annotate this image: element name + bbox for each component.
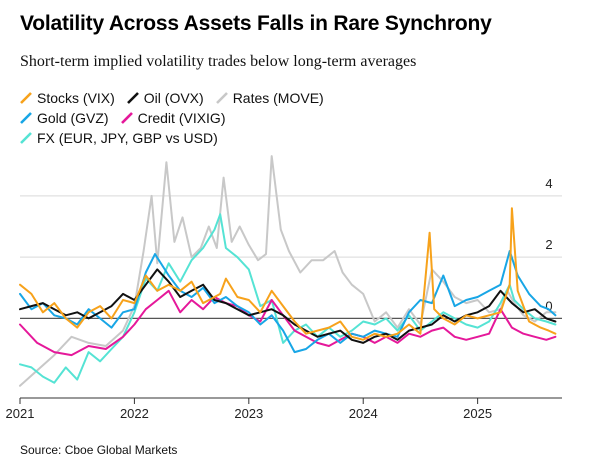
source-note: Source: Cboe Global Markets xyxy=(20,443,178,457)
chart-subtitle: Short-term implied volatility trades bel… xyxy=(20,53,417,70)
legend-swatch xyxy=(120,111,133,124)
chart-title: Volatility Across Assets Falls in Rare S… xyxy=(20,12,492,35)
legend: Stocks (VIX) Oil (OVX) Rates (MOVE) Gold (G… xyxy=(20,89,420,146)
series-line-rates-move xyxy=(19,155,557,387)
x-tick-label: 2025 xyxy=(463,406,492,421)
legend-swatch xyxy=(20,111,32,124)
y-tick-label: 2 xyxy=(545,237,552,252)
legend-item: Stocks (VIX) xyxy=(20,89,115,106)
legend-item: Rates (MOVE) xyxy=(215,89,324,106)
legend-label: Rates (MOVE) xyxy=(232,89,324,106)
x-tick-label: 2021 xyxy=(6,406,35,421)
legend-label: Gold (GVZ) xyxy=(37,109,109,126)
legend-item: FX (EUR, JPY, GBP vs USD) xyxy=(20,129,218,146)
x-tick-label: 2023 xyxy=(234,406,263,421)
series-line-credit-vixig xyxy=(19,289,557,357)
legend-item: Oil (OVX) xyxy=(126,89,204,106)
legend-swatch xyxy=(126,91,139,104)
series-line-fx-eur-jpy-gbp-vs-usd xyxy=(19,213,557,384)
legend-swatch xyxy=(20,91,32,104)
series-line-stocks-vix xyxy=(19,207,557,341)
legend-label: FX (EUR, JPY, GBP vs USD) xyxy=(37,129,218,146)
legend-swatch xyxy=(20,131,32,144)
y-tick-label: 4 xyxy=(545,176,552,191)
legend-item: Gold (GVZ) xyxy=(20,109,109,126)
x-tick-label: 2024 xyxy=(349,406,378,421)
x-tick-label: 2022 xyxy=(120,406,149,421)
legend-label: Credit (VIXIG) xyxy=(137,109,226,126)
legend-swatch xyxy=(215,91,228,104)
legend-item: Credit (VIXIG) xyxy=(120,109,226,126)
legend-label: Stocks (VIX) xyxy=(37,89,115,106)
legend-label: Oil (OVX) xyxy=(143,89,204,106)
y-tick-label: 0 xyxy=(545,298,552,313)
series-line-gold-gvz xyxy=(19,250,557,354)
